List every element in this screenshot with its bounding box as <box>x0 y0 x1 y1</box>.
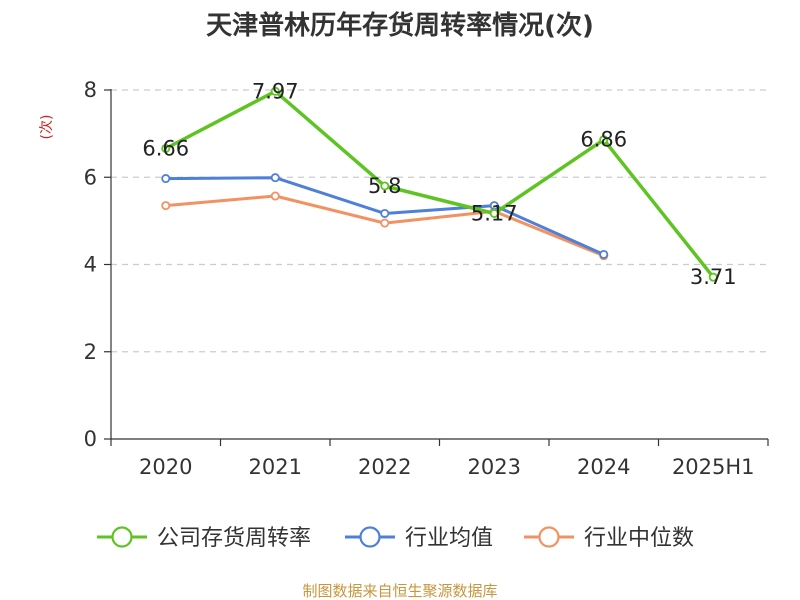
y-axis-label: (次) <box>39 115 55 140</box>
data-point <box>489 208 499 218</box>
series-0 <box>161 86 718 282</box>
legend[interactable]: 公司存货周转率 行业均值 行业中位数 <box>97 526 694 551</box>
y-tick-label: 8 <box>84 78 97 102</box>
x-tick-label: 2023 <box>468 455 521 479</box>
chart-title: 天津普林历年存货周转率情况(次) <box>206 10 594 41</box>
data-label: 6.86 <box>580 128 627 152</box>
data-point <box>599 249 609 259</box>
data-point <box>270 86 280 96</box>
data-label: 7.97 <box>252 79 299 103</box>
series-1 <box>161 173 609 259</box>
data-point <box>380 218 390 228</box>
plot-area <box>161 86 718 282</box>
x-tick-label: 2021 <box>249 455 302 479</box>
legend-marker <box>359 526 381 548</box>
data-point <box>270 173 280 183</box>
legend-label: 行业中位数 <box>584 526 694 551</box>
legend-marker <box>111 526 133 548</box>
legend-item[interactable]: 行业中位数 <box>524 526 694 551</box>
data-point <box>380 208 390 218</box>
legend-marker <box>538 526 560 548</box>
y-tick-label: 6 <box>84 165 97 189</box>
data-point <box>161 143 171 153</box>
series-line <box>164 89 716 279</box>
data-point <box>599 135 609 145</box>
y-tick-label: 0 <box>84 427 97 451</box>
x-tick-label: 2020 <box>139 455 192 479</box>
y-tick-label: 4 <box>84 253 97 277</box>
axes: 0 2 4 6 8 2020 2021 2022 2023 2024 2025H1 <box>84 78 769 479</box>
legend-label: 行业均值 <box>405 526 493 551</box>
legend-item[interactable]: 行业均值 <box>345 526 493 551</box>
data-label: 5.8 <box>368 174 401 198</box>
data-point <box>708 272 718 282</box>
x-tick-label: 2022 <box>358 455 411 479</box>
x-tick-label: 2025H1 <box>672 455 755 479</box>
data-point <box>380 181 390 191</box>
data-point <box>161 201 171 211</box>
data-label: 6.66 <box>142 136 189 160</box>
legend-label: 公司存货周转率 <box>157 526 311 551</box>
legend-item[interactable]: 公司存货周转率 <box>97 526 311 551</box>
data-point <box>270 191 280 201</box>
data-point <box>161 174 171 184</box>
data-labels: 6.66 7.97 5.8 5.17 6.86 3.71 <box>142 79 736 289</box>
data-label: 5.17 <box>471 201 518 225</box>
x-tick-label: 2024 <box>577 455 630 479</box>
y-tick-label: 2 <box>84 340 97 364</box>
data-label: 3.71 <box>690 265 737 289</box>
source-note: 制图数据来自恒生聚源数据库 <box>302 582 497 600</box>
